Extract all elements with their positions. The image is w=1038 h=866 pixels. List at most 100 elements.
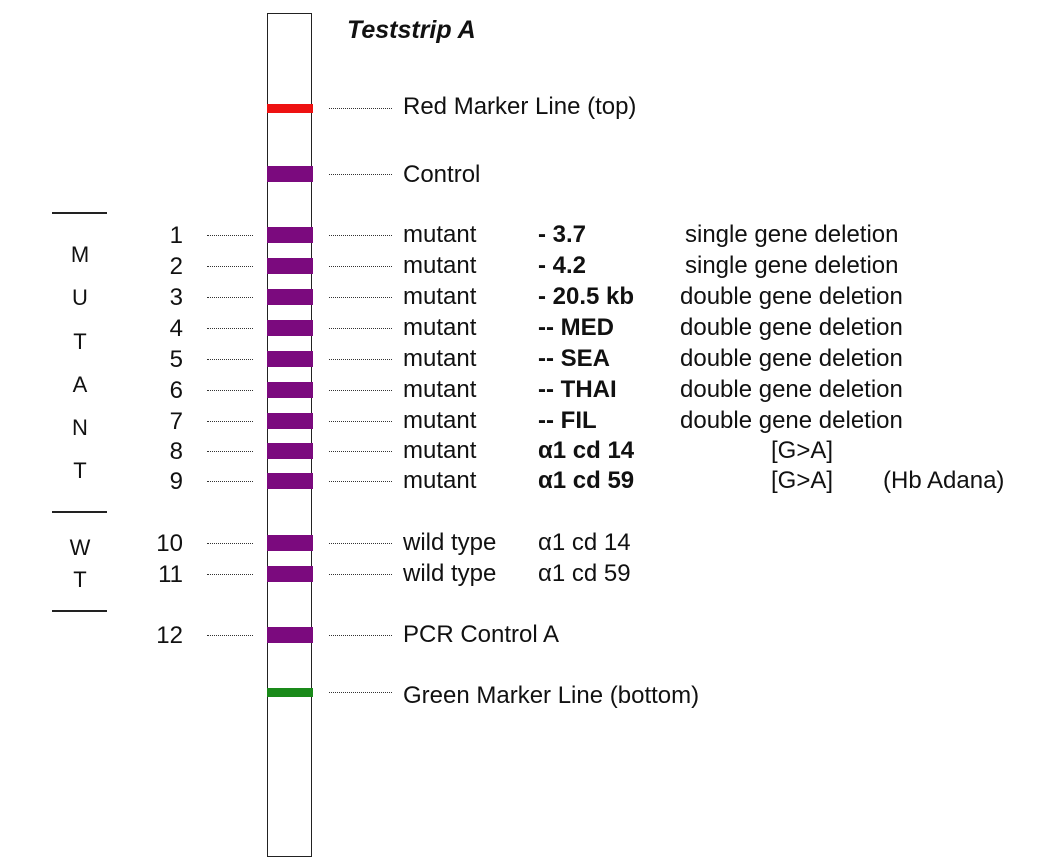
leader-line — [329, 297, 392, 298]
strip-band — [267, 289, 313, 305]
leader-line — [207, 451, 253, 452]
group-label-letter: U — [72, 285, 88, 310]
mutation-description: double gene deletion — [680, 283, 903, 310]
strip-band — [267, 627, 313, 643]
band-label: mutant — [403, 345, 477, 372]
band-number: 1 — [169, 222, 183, 249]
strip-band — [267, 227, 313, 243]
leader-line — [329, 390, 392, 391]
band-label: mutant — [403, 283, 477, 310]
leader-line — [329, 174, 392, 175]
leader-line — [329, 574, 392, 575]
mutation-name: -- THAI — [538, 376, 617, 403]
band-number: 2 — [169, 253, 183, 280]
band-label: mutant — [403, 221, 477, 248]
leader-line — [329, 359, 392, 360]
control-label: Control — [403, 161, 481, 188]
leader-line — [207, 359, 253, 360]
band-number: 8 — [169, 438, 183, 465]
mutation-description: single gene deletion — [685, 252, 899, 279]
mutation-description: single gene deletion — [685, 221, 899, 248]
leader-line — [329, 235, 392, 236]
leader-line — [207, 390, 253, 391]
leader-line — [329, 543, 392, 544]
band-label: mutant — [403, 467, 477, 494]
mutation-name: -- MED — [538, 314, 614, 341]
group-label-letter: M — [70, 242, 90, 267]
leader-line — [207, 543, 253, 544]
strip-band — [267, 473, 313, 489]
group-divider — [52, 212, 107, 214]
mutation-description: double gene deletion — [680, 407, 903, 434]
strip-band — [267, 535, 313, 551]
mutation-description: double gene deletion — [680, 314, 903, 341]
band-number: 5 — [169, 346, 183, 373]
leader-line — [207, 481, 253, 482]
band-number: 7 — [169, 408, 183, 435]
mutation-name: α1 cd 14 — [538, 437, 635, 464]
band-label: PCR Control A — [403, 621, 560, 648]
band-number: 12 — [156, 622, 183, 649]
mutation-note: (Hb Adana) — [883, 467, 1005, 494]
group-label-letter: T — [73, 567, 87, 592]
test-strip — [267, 13, 312, 857]
green-marker-line — [267, 687, 313, 697]
band-label: mutant — [403, 407, 477, 434]
band-number: 10 — [156, 530, 183, 557]
leader-line — [329, 635, 392, 636]
control-band — [267, 166, 313, 182]
mutation-name: - 4.2 — [538, 252, 587, 279]
leader-line — [329, 108, 392, 109]
mutation-description: [G>A] — [771, 437, 834, 464]
mutation-name: -- FIL — [538, 407, 597, 434]
mutation-description: double gene deletion — [680, 345, 903, 372]
strip-band — [267, 382, 313, 398]
mutation-name: - 3.7 — [538, 221, 587, 248]
strip-band — [267, 258, 313, 274]
allele-name: α1 cd 59 — [538, 560, 631, 587]
strip-band — [267, 320, 313, 336]
leader-line — [207, 635, 253, 636]
group-label-letter: T — [73, 329, 87, 354]
leader-line — [207, 328, 253, 329]
red-marker-label: Red Marker Line (top) — [403, 93, 637, 120]
group-divider — [52, 610, 107, 612]
green-marker-label: Green Marker Line (bottom) — [403, 682, 700, 709]
leader-line — [329, 421, 392, 422]
band-number: 6 — [169, 377, 183, 404]
group-divider — [52, 511, 107, 513]
group-label-letter: N — [72, 415, 88, 440]
band-number: 11 — [158, 561, 183, 588]
leader-line — [207, 235, 253, 236]
band-label: mutant — [403, 376, 477, 403]
leader-line — [207, 266, 253, 267]
leader-line — [207, 297, 253, 298]
leader-line — [207, 421, 253, 422]
band-label: mutant — [403, 252, 477, 279]
leader-line — [329, 266, 392, 267]
mutation-name: -- SEA — [538, 345, 610, 372]
red-marker-line — [267, 103, 313, 113]
band-label: mutant — [403, 437, 477, 464]
group-label-letter: W — [69, 535, 91, 560]
band-number: 9 — [169, 468, 183, 495]
group-label-letter: T — [73, 458, 87, 483]
leader-line — [329, 481, 392, 482]
strip-band — [267, 566, 313, 582]
mutation-name: - 20.5 kb — [538, 283, 635, 310]
allele-name: α1 cd 14 — [538, 529, 631, 556]
leader-line — [329, 451, 392, 452]
band-number: 4 — [169, 315, 183, 342]
group-label-letter: A — [72, 372, 88, 397]
mutation-description: [G>A] — [771, 467, 834, 494]
band-number: 3 — [169, 284, 183, 311]
strip-band — [267, 443, 313, 459]
band-label: mutant — [403, 314, 477, 341]
leader-line — [329, 692, 392, 693]
band-label: wild type — [403, 529, 497, 556]
leader-line — [207, 574, 253, 575]
band-label: wild type — [403, 560, 497, 587]
diagram-title: Teststrip A — [347, 16, 476, 44]
leader-line — [329, 328, 392, 329]
strip-band — [267, 413, 313, 429]
